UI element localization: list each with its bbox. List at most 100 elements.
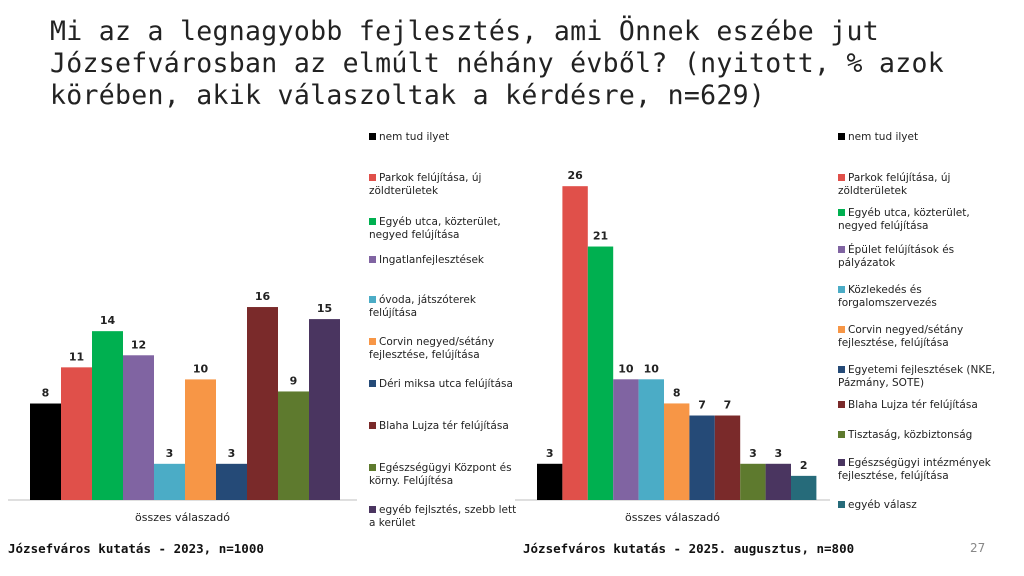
data-label: 15 xyxy=(317,302,332,315)
bar xyxy=(562,186,588,500)
legend-swatch xyxy=(369,296,376,303)
legend-item: Parkok felújítása, új zöldterületek xyxy=(369,172,519,198)
data-label: 16 xyxy=(255,290,271,303)
data-label: 3 xyxy=(546,447,554,460)
bar xyxy=(30,403,61,500)
legend-label: egyéb válasz xyxy=(848,499,917,511)
bar xyxy=(123,355,154,500)
bar xyxy=(185,379,216,500)
slide-title: Mi az a legnagyobb fejlesztés, ami Önnek… xyxy=(50,16,944,111)
legend-item: egyéb válasz xyxy=(838,499,1003,512)
legend-label: egyéb fejlsztés, szebb lett a kerület xyxy=(369,504,517,529)
legend-item: Egyetemi fejlesztések (NKE, Pázmány, SOT… xyxy=(838,364,1003,390)
data-label: 3 xyxy=(774,447,782,460)
legend-swatch xyxy=(369,464,376,471)
bar xyxy=(216,463,247,500)
data-label: 7 xyxy=(698,399,706,412)
legend-item: Blaha Lujza tér felújítása xyxy=(838,399,1003,412)
legend-label: óvoda, játszóterek felújítása xyxy=(369,294,476,319)
data-label: 8 xyxy=(42,387,50,400)
bar xyxy=(791,475,817,500)
legend-label: Ingatlanfejlesztések xyxy=(379,254,484,266)
legend-label: Tisztaság, közbiztonság xyxy=(848,429,973,441)
data-label: 21 xyxy=(593,230,608,243)
legend-label: Egészségügyi intézmények fejlesztése, fe… xyxy=(838,457,991,482)
category-label: összes válaszadó xyxy=(135,511,230,524)
legend-item: Ingatlanfejlesztések xyxy=(369,254,519,267)
data-label: 9 xyxy=(290,374,298,387)
legend-swatch xyxy=(369,133,376,140)
legend-swatch xyxy=(838,286,845,293)
legend-label: Corvin negyed/sétány fejlesztése, felújí… xyxy=(838,324,964,349)
data-label: 3 xyxy=(228,447,236,460)
bar xyxy=(278,391,309,500)
legend-item: Épület felújítások és pályázatok xyxy=(838,244,1003,270)
page-number: 27 xyxy=(970,541,986,555)
legend-label: Déri miksa utca felújítása xyxy=(379,378,513,390)
bar xyxy=(613,379,639,500)
legend-swatch xyxy=(838,209,845,216)
legend-item: nem tud ilyet xyxy=(369,131,519,144)
legend-label: nem tud ilyet xyxy=(848,131,919,143)
legend-item: Déri miksa utca felújítása xyxy=(369,378,519,391)
legend-label: Blaha Lujza tér felújítása xyxy=(379,420,509,432)
legend-swatch xyxy=(369,422,376,429)
bar xyxy=(587,246,614,500)
bar xyxy=(765,463,791,500)
legend-item: óvoda, játszóterek felújítása xyxy=(369,294,519,320)
legend-item: egyéb fejlsztés, szebb lett a kerület xyxy=(369,504,519,530)
data-label: 14 xyxy=(100,314,116,327)
category-label: összes válaszadó xyxy=(625,511,720,524)
bar xyxy=(537,463,563,500)
legend-label: Egyéb utca, közterület, negyed felújítás… xyxy=(369,216,501,241)
legend-item: Parkok felújítása, új zöldterületek xyxy=(838,172,1003,198)
legend-swatch xyxy=(838,174,845,181)
bar xyxy=(154,463,185,500)
legend-label: Parkok felújítása, új zöldterületek xyxy=(838,172,951,197)
data-label: 10 xyxy=(193,362,209,375)
data-label: 3 xyxy=(166,447,174,460)
legend-swatch xyxy=(369,256,376,263)
legend-item: Egyéb utca, közterület, negyed felújítás… xyxy=(838,207,1003,233)
data-label: 26 xyxy=(567,169,583,182)
legend-item: Közlekedés és forgalomszervezés xyxy=(838,284,1003,310)
footer-source-2025: Józsefváros kutatás - 2025. augusztus, n… xyxy=(523,541,855,556)
legend-swatch xyxy=(838,459,845,466)
legend-swatch xyxy=(838,431,845,438)
legend-swatch xyxy=(838,133,845,140)
bar xyxy=(638,379,664,500)
legend-swatch xyxy=(369,380,376,387)
legend-label: Egyetemi fejlesztések (NKE, Pázmány, SOT… xyxy=(838,364,996,389)
legend-item: Egészségügyi Központ és körny. Felújítés… xyxy=(369,462,519,488)
legend-item: Corvin negyed/sétány fejlesztése, felújí… xyxy=(369,336,519,362)
data-label: 8 xyxy=(673,386,681,399)
legend-label: Egyéb utca, közterület, negyed felújítás… xyxy=(838,207,970,232)
legend-label: Parkok felújítása, új zöldterületek xyxy=(369,172,482,197)
data-label: 2 xyxy=(800,459,808,472)
legend-label: nem tud ilyet xyxy=(379,131,450,143)
bar xyxy=(740,463,766,500)
legend-item: nem tud ilyet xyxy=(838,131,1003,144)
bar xyxy=(247,307,278,500)
legend-label: Közlekedés és forgalomszervezés xyxy=(838,284,937,309)
legend-label: Corvin negyed/sétány fejlesztése, felújí… xyxy=(369,336,495,361)
data-label: 11 xyxy=(69,350,84,363)
data-label: 7 xyxy=(724,399,732,412)
legend-item: Blaha Lujza tér felújítása xyxy=(369,420,519,433)
legend-swatch xyxy=(369,218,376,225)
bar xyxy=(61,367,92,500)
bar xyxy=(689,415,715,500)
data-label: 10 xyxy=(644,362,660,375)
data-label: 12 xyxy=(131,338,146,351)
bar xyxy=(309,319,340,500)
bar xyxy=(664,403,690,500)
legend-swatch xyxy=(838,246,845,253)
legend-swatch xyxy=(369,338,376,345)
legend-label: Blaha Lujza tér felújítása xyxy=(848,399,978,411)
footer-source-2023: Józsefváros kutatás - 2023, n=1000 xyxy=(8,541,264,556)
legend-item: Egészségügyi intézmények fejlesztése, fe… xyxy=(838,457,1003,483)
data-label: 3 xyxy=(749,447,757,460)
legend-swatch xyxy=(369,174,376,181)
